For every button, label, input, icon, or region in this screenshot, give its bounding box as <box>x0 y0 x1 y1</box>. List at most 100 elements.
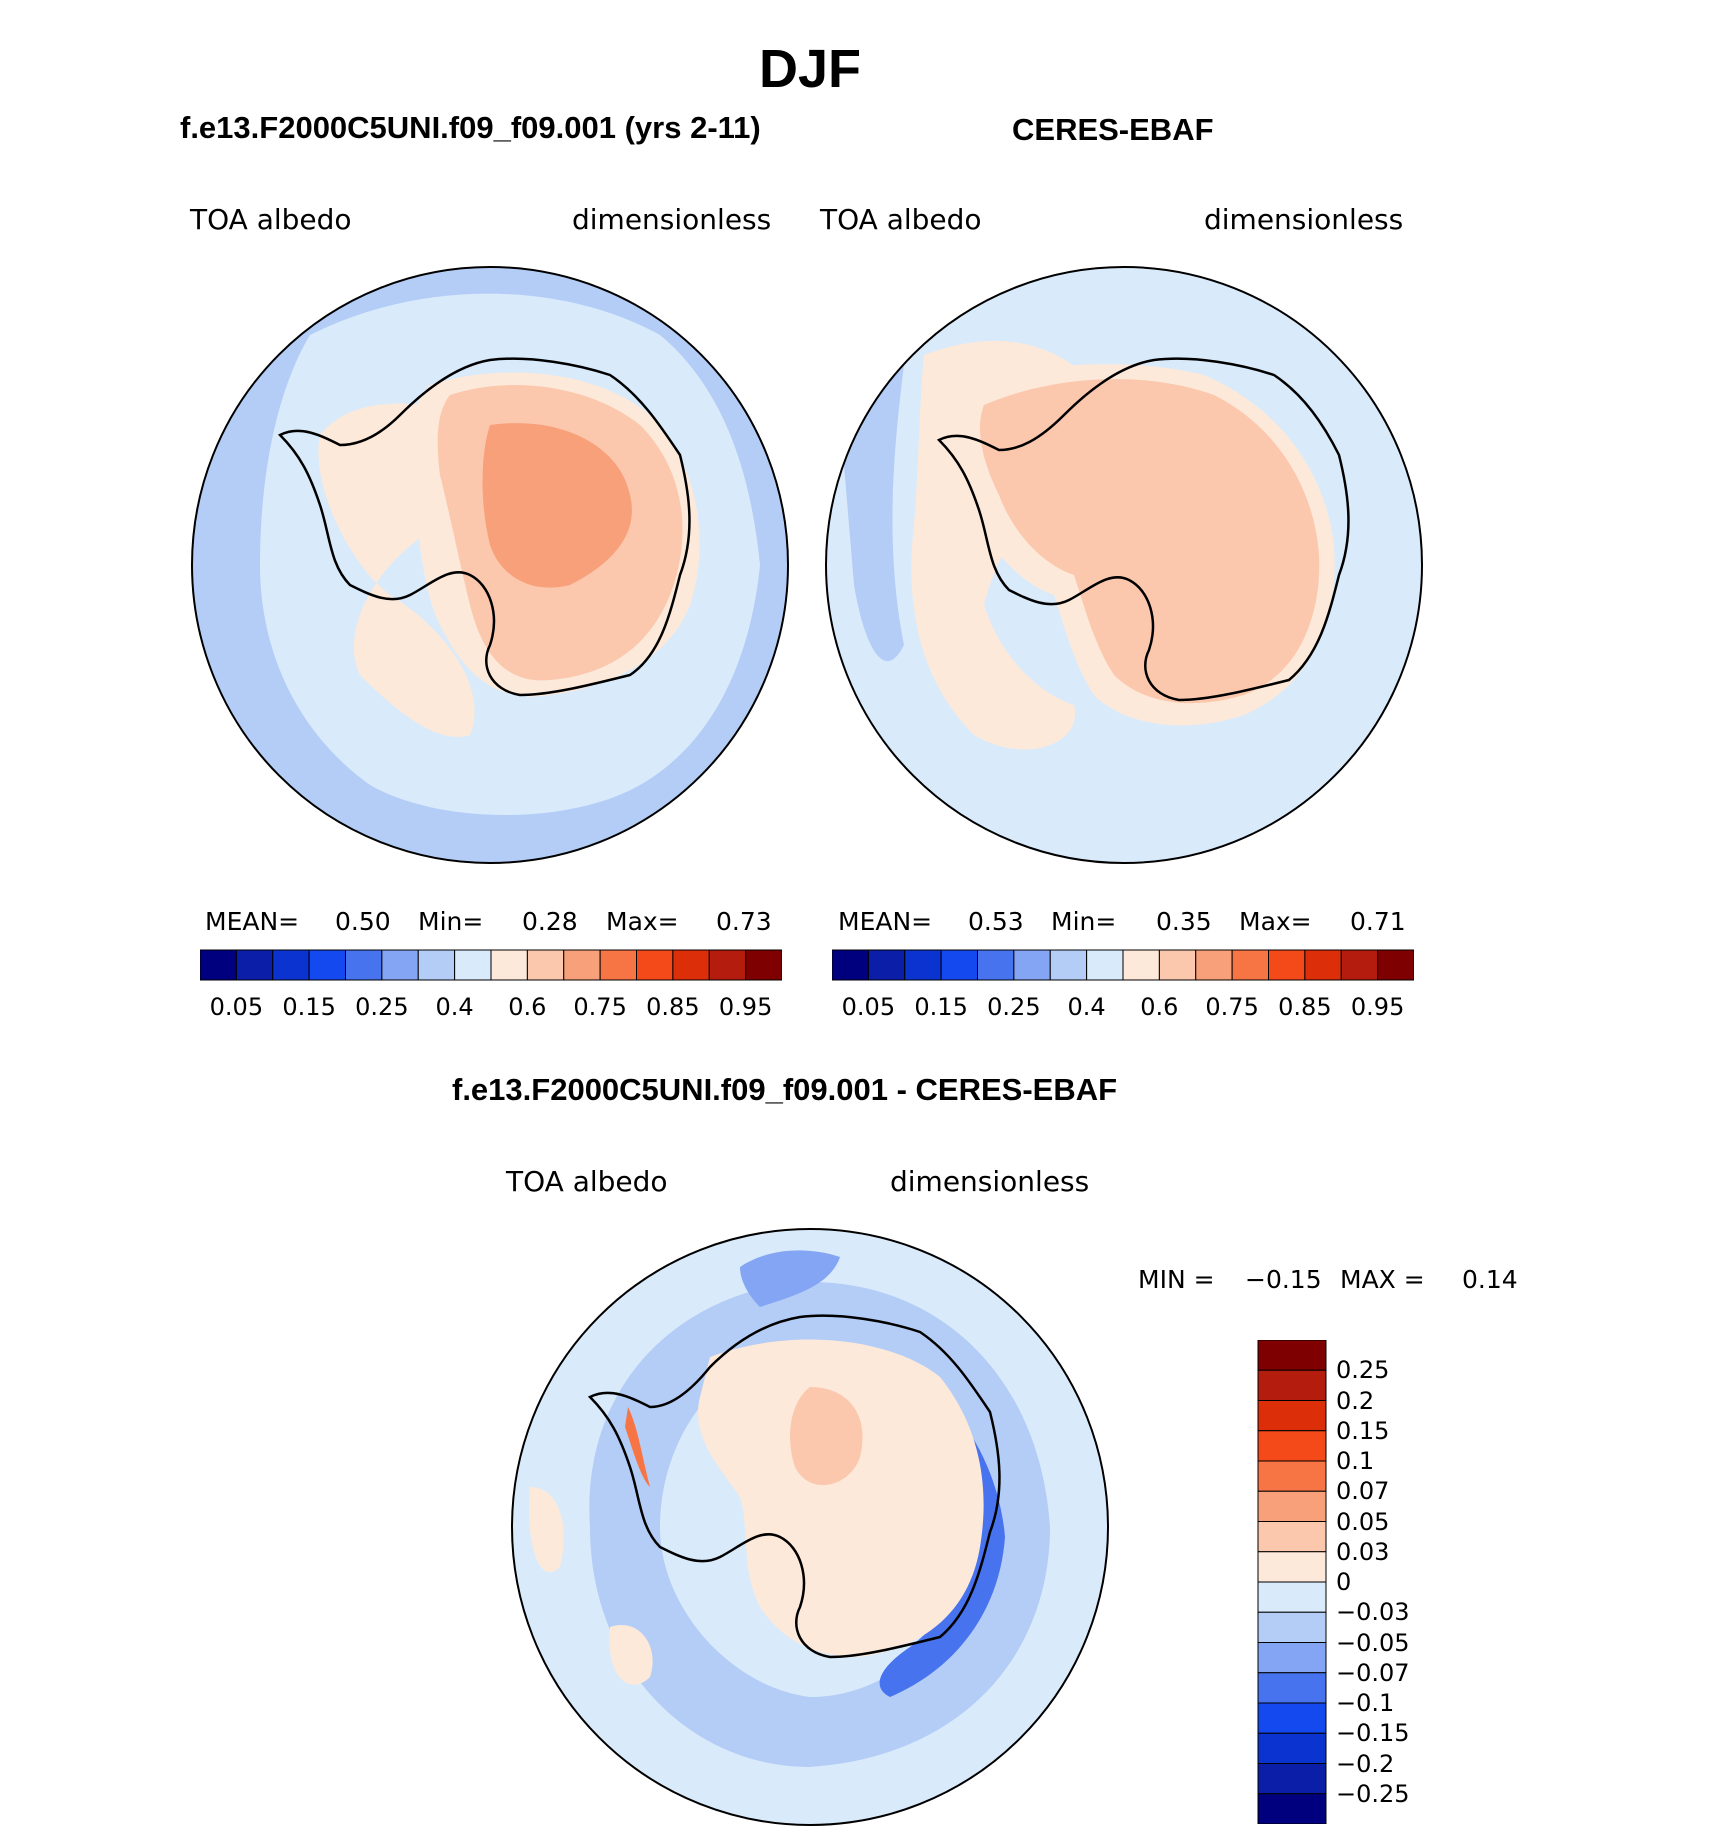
diff-map <box>511 1228 1109 1826</box>
colorbar-tick-label: 0.25 <box>1336 1356 1390 1385</box>
diff-colorbar <box>1257 1340 1327 1824</box>
colorbar-tick-label: −0.2 <box>1336 1749 1395 1778</box>
colorbar-swatch <box>1049 949 1088 981</box>
panel1-mean-value: 0.50 <box>335 907 391 936</box>
panel1-min-value: 0.28 <box>522 907 578 936</box>
colorbar-swatch <box>672 949 710 981</box>
colorbar-swatch <box>1257 1521 1327 1553</box>
colorbar-tick-label: 0.85 <box>1278 993 1332 1021</box>
panel1-variable: TOA albedo <box>190 203 352 236</box>
colorbar-swatch <box>1257 1672 1327 1704</box>
diff-min-value: −0.15 <box>1245 1265 1322 1294</box>
colorbar-tick-label: 0.25 <box>987 993 1041 1021</box>
colorbar-tick-label: −0.15 <box>1336 1719 1410 1748</box>
colorbar-swatch <box>1257 1581 1327 1613</box>
colorbar-swatch <box>490 949 528 981</box>
colorbar-swatch <box>1013 949 1051 981</box>
colorbar-swatch <box>1195 949 1233 981</box>
colorbar-swatch <box>832 949 869 981</box>
colorbar-swatch <box>1257 1642 1327 1674</box>
colorbar-swatch <box>1257 1732 1327 1764</box>
panel2-mean-value: 0.53 <box>968 907 1024 936</box>
colorbar-swatch <box>867 949 906 981</box>
panel2-max-value: 0.71 <box>1350 907 1406 936</box>
colorbar-swatch <box>235 949 274 981</box>
colorbar-swatch <box>1231 949 1270 981</box>
colorbar-swatch <box>1257 1400 1327 1432</box>
diff-variable: TOA albedo <box>506 1165 668 1198</box>
diff-max-label: MAX = <box>1340 1265 1425 1294</box>
colorbar-swatch <box>1340 949 1379 981</box>
colorbar-swatch <box>381 949 419 981</box>
colorbar-swatch <box>345 949 383 981</box>
colorbar-swatch <box>1304 949 1342 981</box>
colorbar-tick-label: 0.4 <box>1067 993 1106 1021</box>
colorbar-tick-label: 0.07 <box>1336 1477 1390 1506</box>
colorbar-swatch <box>708 949 747 981</box>
colorbar-tick-label: 0.05 <box>841 993 896 1021</box>
colorbar-swatch <box>1257 1551 1327 1583</box>
colorbar-tick-label: 0.2 <box>1336 1386 1375 1415</box>
colorbar-swatch <box>1122 949 1160 981</box>
panel1-map <box>191 266 789 864</box>
colorbar-tick-label: −0.03 <box>1336 1598 1410 1627</box>
colorbar-swatch <box>1257 1490 1327 1522</box>
colorbar-swatch <box>745 949 782 981</box>
colorbar-tick-label: 0.4 <box>435 993 474 1021</box>
colorbar-swatch <box>454 949 492 981</box>
colorbar-tick-label: −0.05 <box>1336 1628 1410 1657</box>
colorbar-swatch <box>1257 1430 1327 1462</box>
colorbar-tick-label: 0.95 <box>1350 993 1405 1021</box>
panel1-mean-label: MEAN= <box>205 907 300 936</box>
panel2-map <box>825 266 1423 864</box>
panel2-max-label: Max= <box>1239 907 1312 936</box>
colorbar-swatch <box>636 949 674 981</box>
colorbar-tick-label: 0.6 <box>508 993 547 1021</box>
colorbar-swatch <box>1086 949 1124 981</box>
colorbar-tick-label: 0.85 <box>646 993 700 1021</box>
colorbar-tick-label: −0.25 <box>1336 1779 1410 1808</box>
colorbar-swatch <box>526 949 565 981</box>
panel1-units: dimensionless <box>572 203 772 236</box>
colorbar-swatch <box>563 949 601 981</box>
diff-title: f.e13.F2000C5UNI.f09_f09.001 - CERES-EBA… <box>452 1072 1118 1107</box>
colorbar-swatch <box>940 949 979 981</box>
panel1-title: f.e13.F2000C5UNI.f09_f09.001 (yrs 2-11) <box>180 110 761 145</box>
panel1-max-value: 0.73 <box>716 907 772 936</box>
panel2-mean-label: MEAN= <box>838 907 933 936</box>
colorbar-swatch <box>1268 949 1306 981</box>
colorbar-swatch <box>272 949 310 981</box>
colorbar-tick-label: 0.15 <box>914 993 968 1021</box>
colorbar-tick-label: 0.95 <box>718 993 773 1021</box>
colorbar-swatch <box>599 949 638 981</box>
panel2-units: dimensionless <box>1204 203 1404 236</box>
main-title: DJF <box>758 39 861 99</box>
colorbar-tick-label: −0.1 <box>1336 1689 1395 1717</box>
colorbar-swatch <box>1158 949 1197 981</box>
colorbar-tick-label: 0.05 <box>1336 1507 1390 1536</box>
colorbar-swatch <box>200 949 237 981</box>
diff-max-value: 0.14 <box>1462 1265 1518 1294</box>
colorbar-swatch <box>1377 949 1414 981</box>
colorbar-swatch <box>904 949 942 981</box>
colorbar-swatch <box>308 949 347 981</box>
colorbar-swatch <box>1257 1702 1327 1734</box>
diff-units: dimensionless <box>890 1165 1090 1198</box>
colorbar-swatch <box>977 949 1015 981</box>
colorbar-swatch <box>1257 1460 1327 1492</box>
panel1-max-label: Max= <box>606 907 679 936</box>
colorbar-tick-label: 0 <box>1336 1568 1352 1596</box>
colorbar-tick-label: 0.75 <box>573 993 627 1021</box>
colorbar-tick-label: 0.6 <box>1140 993 1179 1021</box>
colorbar-tick-label: 0.15 <box>1336 1416 1390 1445</box>
colorbar-tick-label: 0.75 <box>1205 993 1259 1021</box>
colorbar-swatch <box>417 949 456 981</box>
colorbar-tick-label: 0.25 <box>355 993 409 1021</box>
colorbar-swatch <box>1257 1763 1327 1795</box>
panel2-min-label: Min= <box>1051 907 1117 936</box>
panel2-variable: TOA albedo <box>820 203 982 236</box>
panel2-min-value: 0.35 <box>1156 907 1212 936</box>
panel2-title: CERES-EBAF <box>1012 112 1214 147</box>
panel2-colorbar <box>832 949 1414 981</box>
colorbar-tick-label: −0.07 <box>1336 1658 1410 1687</box>
